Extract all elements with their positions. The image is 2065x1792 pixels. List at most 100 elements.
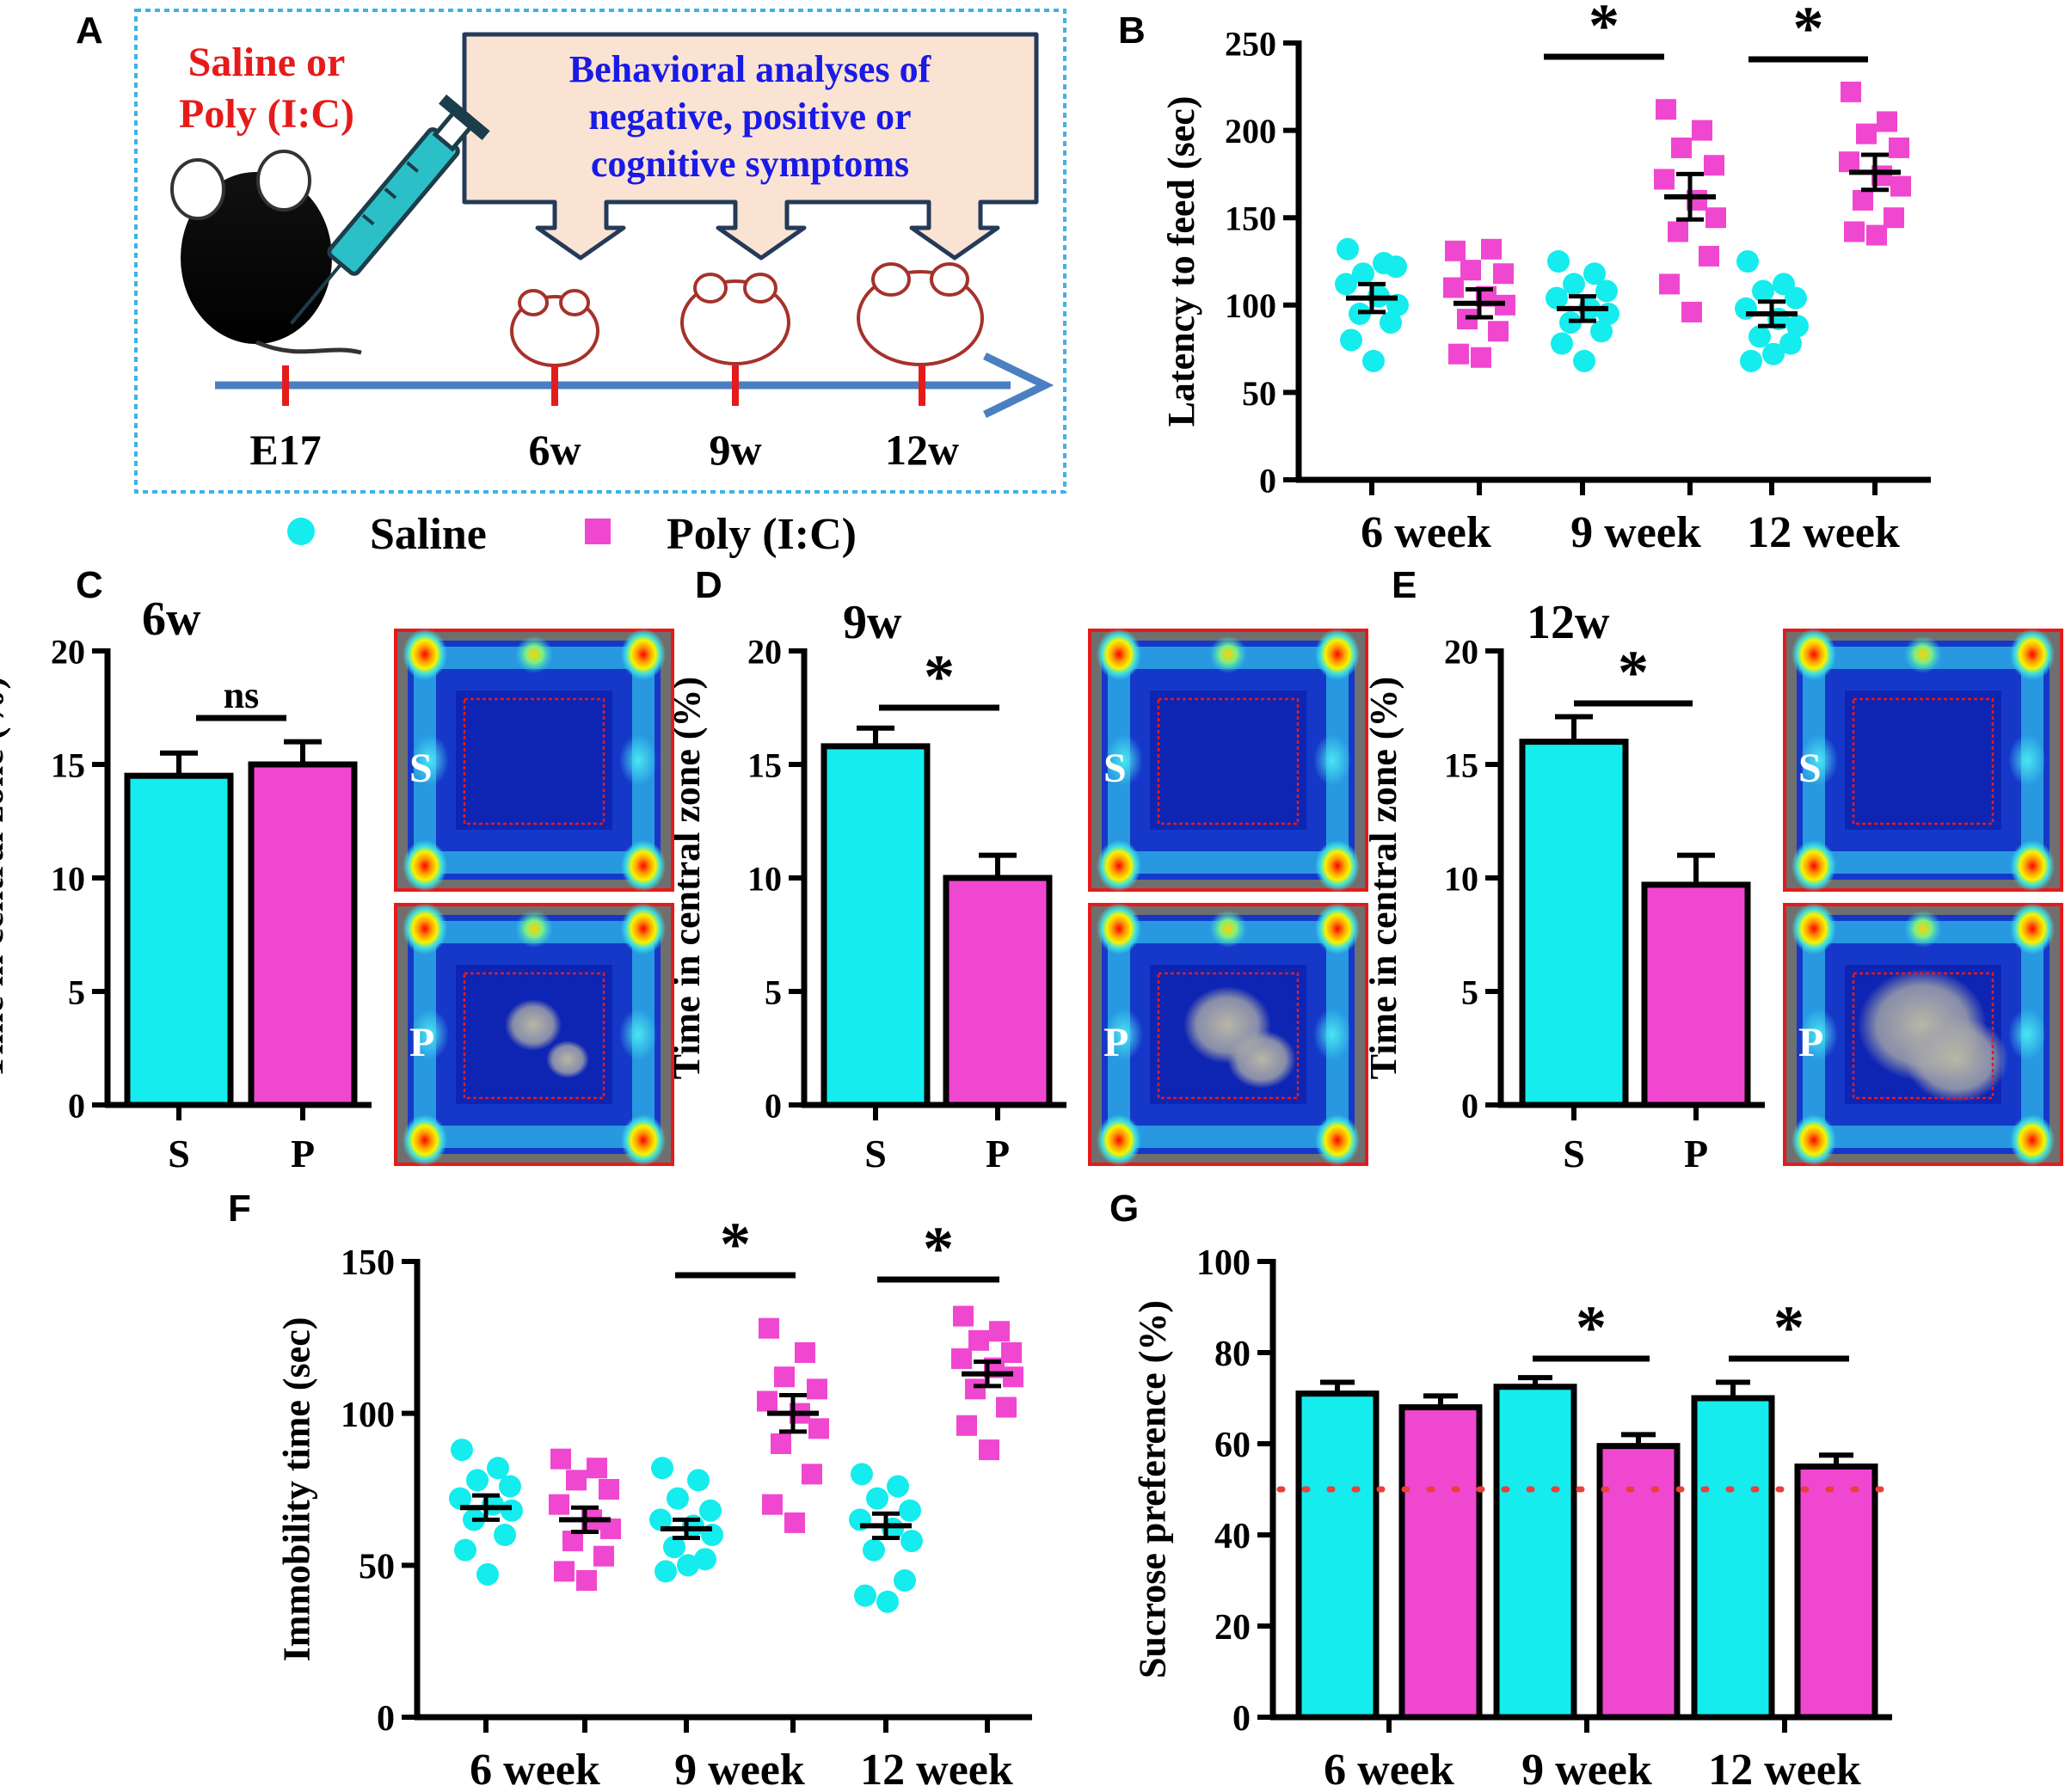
heatmap-hotspot (621, 1114, 666, 1166)
data-point-poly (989, 1321, 1010, 1342)
data-point-saline (694, 1548, 716, 1571)
bar-saline (1519, 739, 1629, 1108)
x-category-label: P (291, 1132, 315, 1175)
x-category-label: 9 week (1521, 1746, 1652, 1792)
data-point-poly (1856, 123, 1877, 144)
x-category-label: 12 week (1747, 508, 1900, 557)
x-category-label: S (864, 1132, 887, 1175)
heatmap-group-label: P (1103, 1020, 1128, 1065)
y-tick-label: 250 (1225, 24, 1276, 63)
data-point-saline (1762, 342, 1785, 365)
bar-saline (820, 743, 931, 1108)
y-tick-label: 15 (51, 746, 85, 784)
y-axis-label: Time in central zone (%) (0, 677, 11, 1079)
data-point-poly (1681, 301, 1702, 322)
data-point-poly (599, 1479, 619, 1500)
heatmap-hotspot (1097, 903, 1141, 954)
y-tick-label: 20 (1214, 1608, 1251, 1648)
data-point-poly (587, 1458, 607, 1479)
y-tick-label: 100 (341, 1396, 395, 1435)
heatmap-hotspot (1315, 903, 1360, 954)
data-point-saline (1595, 279, 1618, 303)
data-point-saline (476, 1562, 499, 1586)
data-point-saline (655, 1560, 677, 1583)
y-tick-label: 0 (1232, 1699, 1251, 1739)
timeline-label-6w: 6w (528, 426, 581, 474)
data-point-saline (1551, 332, 1573, 355)
heatmap-hotspot (621, 840, 666, 892)
x-category-label: 9 week (674, 1746, 805, 1792)
data-point-poly (953, 1305, 974, 1327)
heatmap-warm-spot (515, 910, 553, 948)
significance-marker: * (924, 642, 955, 711)
bar-poly (943, 875, 1053, 1108)
data-point-saline (466, 1469, 489, 1492)
data-point-saline (1335, 273, 1357, 296)
data-point-saline (863, 1538, 885, 1562)
data-point-saline (1380, 311, 1402, 334)
central-zone-box-icon (1852, 972, 1994, 1100)
heatmap-hotspot (1097, 840, 1141, 892)
data-point-saline (1590, 320, 1613, 343)
data-point-poly (1656, 99, 1676, 120)
panel-letter-g: G (1109, 1188, 1139, 1230)
y-axis-label: Immobility time (sec) (275, 1317, 317, 1662)
heatmaps: S P S P S P (394, 629, 2063, 1166)
heatmap-hotspot (2010, 903, 2055, 954)
heatmap-hotspot (1315, 1114, 1360, 1166)
heatmap-icon: S (394, 629, 674, 892)
heatmap-cyan-spot (1800, 734, 1838, 786)
data-point-saline (1779, 332, 1802, 355)
heatmap-gray-region (505, 999, 562, 1051)
x-category-label: 6 week (1361, 508, 1491, 557)
bar-poly (1398, 1404, 1483, 1721)
data-point-saline (900, 1530, 923, 1553)
central-zone-box-icon (463, 972, 605, 1100)
chart-g-sucrose: 0 20 40 60 80 100 Sucrose preference (%) 6 week… (1131, 1243, 1896, 1792)
data-point-saline (854, 1584, 876, 1607)
data-point-poly (1448, 343, 1469, 365)
data-point-poly (956, 1415, 977, 1436)
bar-poly (1641, 881, 1751, 1108)
heatmap-icon: P (1088, 903, 1368, 1166)
significance-marker: * (923, 1214, 954, 1283)
y-tick-label: 50 (1242, 374, 1276, 413)
heatmap-icon: S (1088, 629, 1368, 892)
pregnant-mouse-icon (170, 150, 362, 355)
bar-saline (1295, 1390, 1380, 1721)
data-point-poly (1853, 189, 1873, 211)
heatmap-icon: P (394, 903, 674, 1166)
significance-marker: ns (224, 674, 260, 716)
y-tick-label: 200 (1225, 112, 1276, 150)
panel-letter-f: F (228, 1188, 251, 1230)
data-point-saline (1573, 349, 1595, 372)
data-point-saline (1337, 237, 1359, 261)
y-tick-label: 0 (1259, 461, 1276, 500)
significance-marker: * (1793, 0, 1824, 63)
data-point-saline (649, 1508, 672, 1531)
heatmap-hotspot (1315, 840, 1360, 892)
data-point-poly (965, 1378, 986, 1400)
y-tick-label: 10 (1444, 859, 1478, 898)
data-point-poly (1884, 207, 1904, 229)
callout-line3: cognitive symptoms (591, 143, 909, 185)
heatmap-center (1845, 690, 2001, 830)
heatmap-cyan-spot (1313, 734, 1351, 786)
y-tick-label: 10 (51, 859, 85, 898)
data-point-poly (593, 1545, 614, 1567)
data-point-poly (550, 1448, 571, 1470)
y-tick-label: 20 (51, 632, 85, 671)
x-category-label: P (1684, 1132, 1708, 1175)
heatmap-group-label: S (1798, 746, 1822, 791)
significance-marker: * (1589, 0, 1619, 60)
x-category-label: 12 week (1708, 1746, 1861, 1792)
data-point-poly (1866, 224, 1887, 246)
heatmap-hotspot (403, 840, 447, 892)
heatmap-hotspot (2010, 1114, 2055, 1166)
data-point-poly (1692, 120, 1712, 141)
data-point-poly (808, 1418, 829, 1439)
data-point-poly (576, 1570, 597, 1591)
heatmap-group-label: P (409, 1020, 434, 1065)
heatmap-cyan-spot (411, 734, 449, 786)
